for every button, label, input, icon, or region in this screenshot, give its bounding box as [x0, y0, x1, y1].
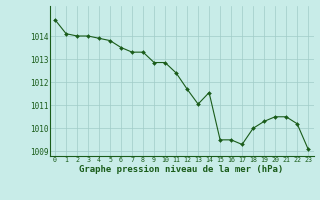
X-axis label: Graphe pression niveau de la mer (hPa): Graphe pression niveau de la mer (hPa): [79, 165, 284, 174]
